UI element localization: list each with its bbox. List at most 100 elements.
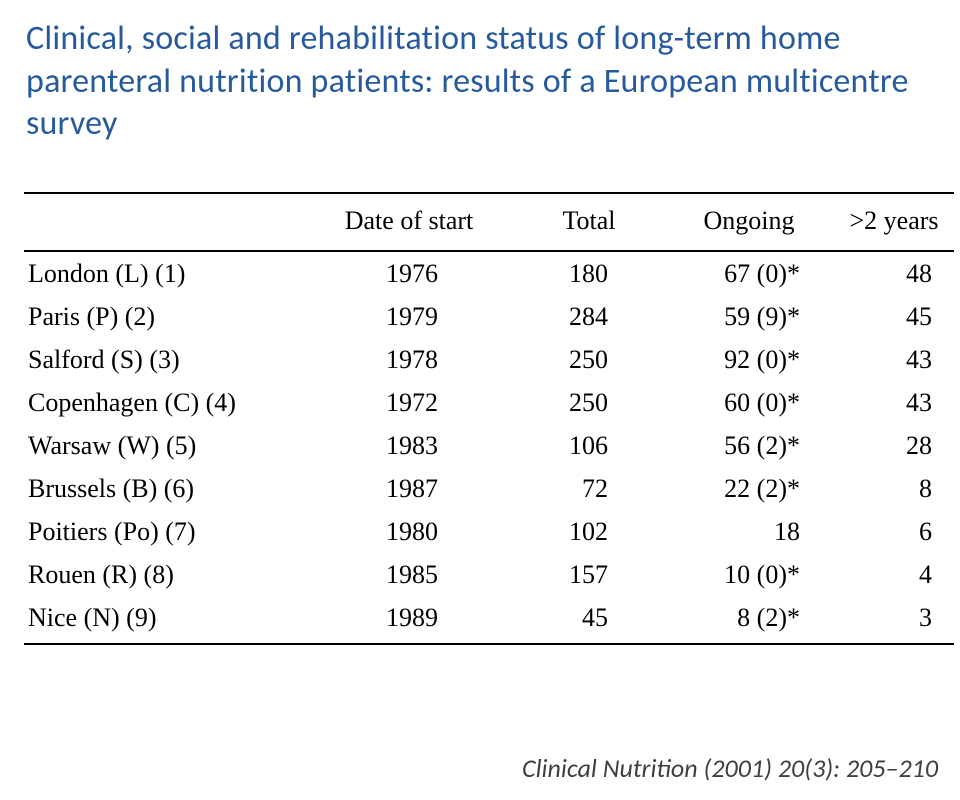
- cell-years: 43: [834, 381, 954, 424]
- table-row: Rouen (R) (8) 1985 157 10 (0)* 4: [24, 553, 954, 596]
- cell-years: 4: [834, 553, 954, 596]
- data-table-wrap: Date of start Total Ongoing >2 years Lon…: [24, 192, 936, 646]
- cell-ongoing: 67 (0)*: [664, 251, 834, 295]
- cell-value: 106: [548, 428, 608, 463]
- cell-total: 180: [514, 251, 664, 295]
- cell-ongoing: 22 (2)*: [664, 467, 834, 510]
- cell-years: 43: [834, 338, 954, 381]
- cell-start: 1983: [304, 424, 514, 467]
- cell-value: 1972: [368, 385, 438, 420]
- cell-value: 1987: [368, 471, 438, 506]
- cell-value: 1980: [368, 514, 438, 549]
- cell-value: 284: [548, 299, 608, 334]
- cell-ongoing: 18: [664, 510, 834, 553]
- cell-value: 22 (2)*: [700, 471, 800, 506]
- table-row: Warsaw (W) (5) 1983 106 56 (2)* 28: [24, 424, 954, 467]
- cell-total: 72: [514, 467, 664, 510]
- cell-years: 48: [834, 251, 954, 295]
- cell-total: 45: [514, 596, 664, 644]
- table-head: Date of start Total Ongoing >2 years: [24, 193, 954, 251]
- cell-label: Warsaw (W) (5): [24, 424, 304, 467]
- cell-ongoing: 59 (9)*: [664, 295, 834, 338]
- cell-ongoing: 8 (2)*: [664, 596, 834, 644]
- cell-label: Poitiers (Po) (7): [24, 510, 304, 553]
- cell-total: 284: [514, 295, 664, 338]
- cell-value: 1989: [368, 600, 438, 635]
- page: Clinical, social and rehabilitation stat…: [0, 0, 960, 800]
- cell-label: Paris (P) (2): [24, 295, 304, 338]
- cell-value: 48: [884, 256, 932, 291]
- table-row: Salford (S) (3) 1978 250 92 (0)* 43: [24, 338, 954, 381]
- cell-value: 45: [884, 299, 932, 334]
- cell-value: 3: [884, 600, 932, 635]
- cell-label: Copenhagen (C) (4): [24, 381, 304, 424]
- cell-value: 92 (0)*: [700, 342, 800, 377]
- cell-value: 1979: [368, 299, 438, 334]
- cell-value: 1985: [368, 557, 438, 592]
- cell-years: 45: [834, 295, 954, 338]
- cell-value: 72: [548, 471, 608, 506]
- cell-value: 102: [548, 514, 608, 549]
- cell-start: 1989: [304, 596, 514, 644]
- cell-value: 8: [884, 471, 932, 506]
- cell-value: 43: [884, 342, 932, 377]
- cell-ongoing: 56 (2)*: [664, 424, 834, 467]
- table-header-row: Date of start Total Ongoing >2 years: [24, 193, 954, 251]
- cell-label: London (L) (1): [24, 251, 304, 295]
- cell-value: 28: [884, 428, 932, 463]
- table-row: Poitiers (Po) (7) 1980 102 18 6: [24, 510, 954, 553]
- cell-years: 3: [834, 596, 954, 644]
- cell-value: 157: [548, 557, 608, 592]
- cell-value: 6: [884, 514, 932, 549]
- cell-value: 10 (0)*: [700, 557, 800, 592]
- table-row: Nice (N) (9) 1989 45 8 (2)* 3: [24, 596, 954, 644]
- table-body: London (L) (1) 1976 180 67 (0)* 48 Paris…: [24, 251, 954, 645]
- data-table: Date of start Total Ongoing >2 years Lon…: [24, 192, 954, 646]
- cell-value: 43: [884, 385, 932, 420]
- col-header-start: Date of start: [304, 193, 514, 251]
- cell-start: 1976: [304, 251, 514, 295]
- cell-value: 60 (0)*: [700, 385, 800, 420]
- cell-label: Rouen (R) (8): [24, 553, 304, 596]
- cell-label: Brussels (B) (6): [24, 467, 304, 510]
- cell-start: 1978: [304, 338, 514, 381]
- cell-total: 102: [514, 510, 664, 553]
- cell-total: 250: [514, 381, 664, 424]
- cell-start: 1979: [304, 295, 514, 338]
- cell-value: 56 (2)*: [700, 428, 800, 463]
- cell-years: 6: [834, 510, 954, 553]
- cell-start: 1985: [304, 553, 514, 596]
- cell-value: 59 (9)*: [700, 299, 800, 334]
- cell-years: 28: [834, 424, 954, 467]
- cell-years: 8: [834, 467, 954, 510]
- cell-value: 67 (0)*: [700, 256, 800, 291]
- citation: Clinical Nutrition (2001) 20(3): 205–210: [522, 752, 938, 784]
- cell-total: 106: [514, 424, 664, 467]
- cell-ongoing: 92 (0)*: [664, 338, 834, 381]
- cell-total: 157: [514, 553, 664, 596]
- cell-ongoing: 60 (0)*: [664, 381, 834, 424]
- col-header-ongoing: Ongoing: [664, 193, 834, 251]
- cell-value: 250: [548, 385, 608, 420]
- cell-label: Nice (N) (9): [24, 596, 304, 644]
- cell-start: 1980: [304, 510, 514, 553]
- cell-value: 8 (2)*: [700, 600, 800, 635]
- cell-start: 1987: [304, 467, 514, 510]
- table-row: Brussels (B) (6) 1987 72 22 (2)* 8: [24, 467, 954, 510]
- cell-value: 18: [700, 514, 800, 549]
- col-header-total: Total: [514, 193, 664, 251]
- cell-ongoing: 10 (0)*: [664, 553, 834, 596]
- table-row: London (L) (1) 1976 180 67 (0)* 48: [24, 251, 954, 295]
- page-title: Clinical, social and rehabilitation stat…: [26, 18, 938, 146]
- cell-value: 1978: [368, 342, 438, 377]
- cell-label: Salford (S) (3): [24, 338, 304, 381]
- col-header-label: [24, 193, 304, 251]
- cell-value: 250: [548, 342, 608, 377]
- cell-value: 1976: [368, 256, 438, 291]
- cell-value: 180: [548, 256, 608, 291]
- cell-value: 1983: [368, 428, 438, 463]
- cell-start: 1972: [304, 381, 514, 424]
- table-row: Copenhagen (C) (4) 1972 250 60 (0)* 43: [24, 381, 954, 424]
- cell-total: 250: [514, 338, 664, 381]
- col-header-years: >2 years: [834, 193, 954, 251]
